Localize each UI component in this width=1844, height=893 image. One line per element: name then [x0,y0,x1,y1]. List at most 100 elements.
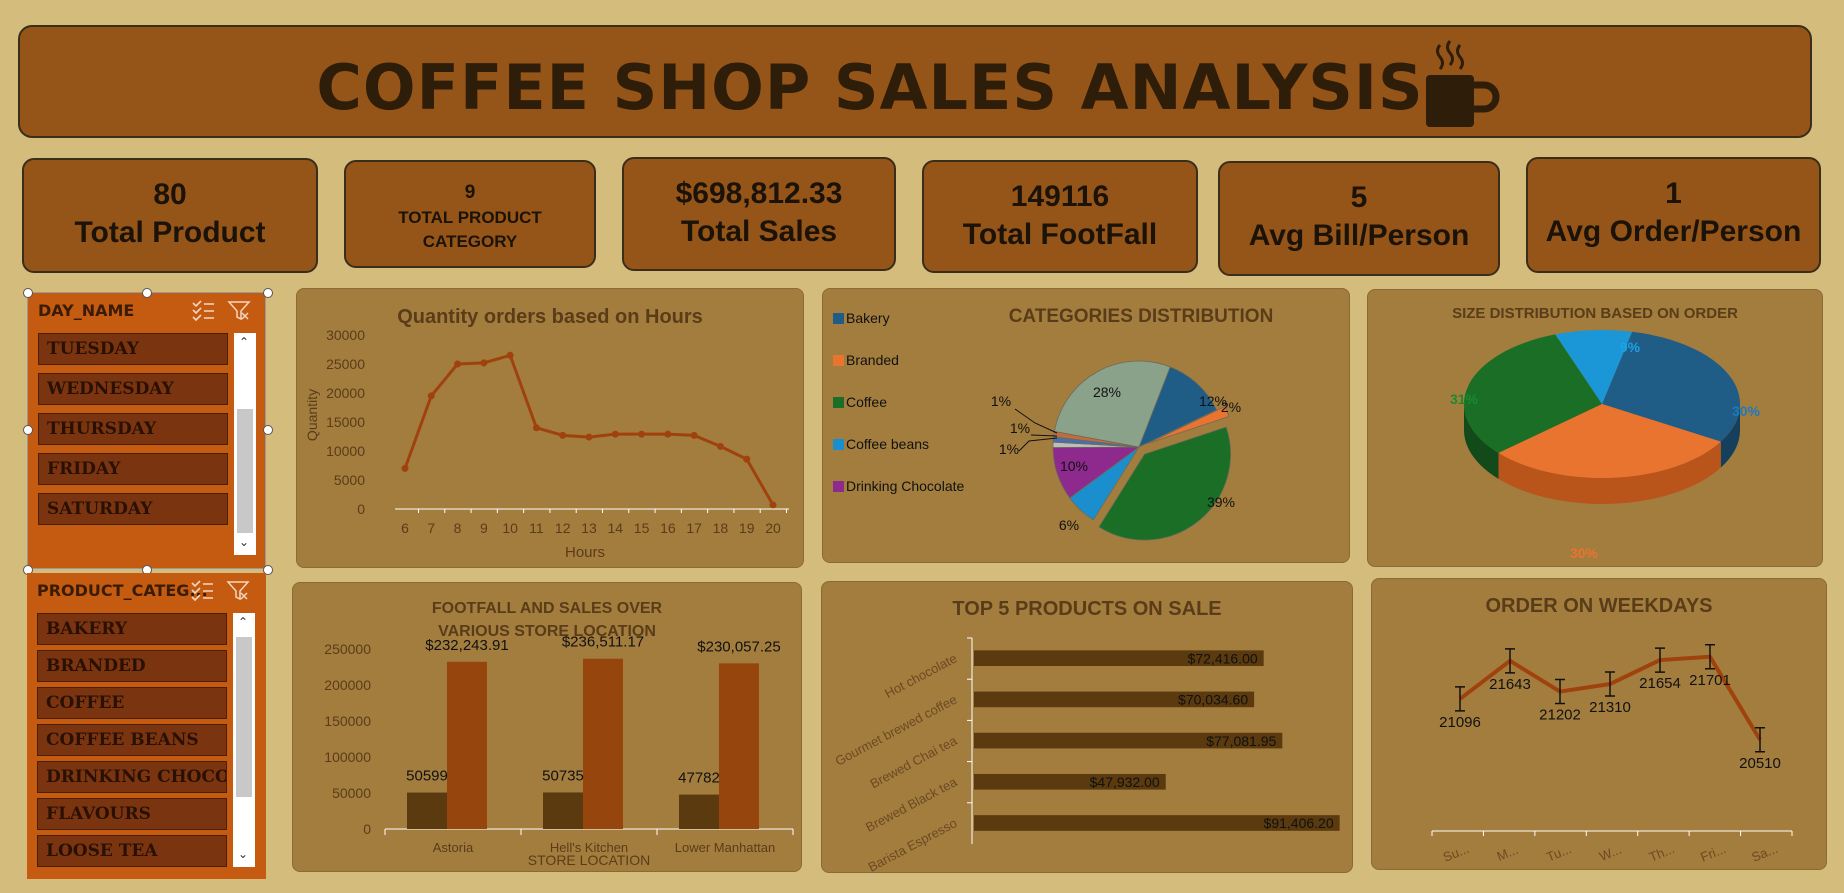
y-tick-label: 30000 [326,327,365,343]
slice-label: 9% [1620,339,1641,355]
product-bar [974,691,1255,708]
slicer-item-branded[interactable]: BRANDED [37,650,227,682]
scroll-up-icon[interactable]: ⌃ [239,335,250,349]
slice-label: 30% [1570,545,1599,561]
sales-data-label: $232,243.91 [425,637,508,654]
pie-side [1464,404,1499,479]
slicer-item-drinking-chocolate[interactable]: DRINKING CHOCO... [37,761,227,793]
day-name-slicer[interactable]: DAY_NAME TUESDAY WEDNESDAY THURSDAY FRID… [27,292,266,569]
scroll-thumb[interactable] [236,637,252,797]
kpi-avg-order: 1 Avg Order/Person [1526,157,1821,273]
resize-handle[interactable] [263,565,273,575]
pie-slice [1098,426,1231,541]
resize-handle[interactable] [142,288,152,298]
size-chart-panel: SIZE DISTRIBUTION BASED ON ORDER 30% 30% 3… [1367,289,1823,567]
data-point [716,442,724,450]
slicer-item-coffee-beans[interactable]: COFFEE BEANS [37,724,227,756]
slicer-item-thursday[interactable]: THURSDAY [38,413,228,445]
slicer-item-saturday[interactable]: SATURDAY [38,493,228,525]
clear-filter-icon[interactable] [227,299,251,321]
data-label: 21310 [1589,699,1631,716]
kpi-label: Avg Order/Person [1545,215,1802,248]
size-pie-chart: 30% 30% 31% 9% [1450,330,1761,561]
resize-handle[interactable] [263,288,273,298]
slicer-scrollbar[interactable]: ⌃ ⌄ [233,613,255,867]
sales-bar [719,663,759,829]
coffee-cup-icon [1426,40,1500,127]
kpi-total-category: 9 TOTAL PRODUCT CATEGORY [344,160,596,268]
slicer-item-friday[interactable]: FRIDAY [38,453,228,485]
chart-title: Quantity orders based on Hours [397,306,703,328]
footfall-bar [679,794,719,829]
slicer-item-coffee[interactable]: COFFEE [37,687,227,719]
pie-slice [1498,404,1721,478]
data-point [611,430,619,438]
slicer-item-bakery[interactable]: BAKERY [37,613,227,645]
multi-select-icon[interactable] [190,579,214,601]
sales-data-label: $236,511.17 [562,634,644,651]
scroll-thumb[interactable] [237,409,253,533]
x-tick-label: 13 [581,520,597,536]
multi-select-icon[interactable] [191,299,215,321]
slice-label: 30% [1732,403,1761,419]
legend-swatch [833,313,844,324]
kpi-label: Avg Bill/Person [1248,219,1470,252]
scroll-down-icon[interactable]: ⌄ [239,535,250,549]
pie-slice [1147,406,1230,445]
stores-bar-chart: STORE LOCATION 0 50000 100000 150000 200000 2… [324,634,794,868]
resize-handle[interactable] [263,425,273,435]
pie-slice [1138,366,1218,448]
product-bar [974,815,1340,831]
x-tick-label: 6 [401,520,409,536]
slicer-header: DAY_NAME [38,301,135,320]
data-point [585,433,593,441]
data-point [559,431,567,439]
scroll-up-icon[interactable]: ⌃ [238,615,249,629]
resize-handle[interactable] [23,425,33,435]
x-tick-label: Sa... [1749,841,1779,865]
x-tick-label: Th... [1647,841,1677,865]
data-point [690,431,698,439]
bar-data-label: $72,416.00 [1188,650,1258,666]
slicer-item-flavours[interactable]: FLAVOURS [37,798,227,830]
x-tick-label: Su... [1441,841,1471,865]
x-tick-label: 19 [739,520,755,536]
error-bar [1705,644,1715,670]
data-point [427,392,435,400]
bar-data-label: $77,081.95 [1206,733,1276,749]
product-category-slicer[interactable]: PRODUCT_CATEG... BAKERY BRANDED COFFEE C… [27,573,266,879]
sales-bar [583,658,623,829]
data-label: 20510 [1739,755,1781,772]
chart-title: CATEGORIES DISTRIBUTION [1008,306,1274,327]
y-tick-label: 50000 [332,785,371,801]
slicer-scrollbar[interactable]: ⌃ ⌄ [234,333,256,555]
legend-swatch [833,397,844,408]
data-point [664,430,672,438]
data-point [743,455,751,463]
x-tick-label: 7 [427,520,435,536]
slice-label: 10% [1060,458,1088,474]
error-bar [1505,648,1515,674]
kpi-label: Total Sales [680,215,838,248]
kpi-value: 1 [1665,177,1682,210]
x-axis-title: STORE LOCATION [528,852,650,868]
kpi-avg-bill: 5 Avg Bill/Person [1218,161,1500,276]
slicer-item-tuesday[interactable]: TUESDAY [38,333,228,365]
slicer-header: PRODUCT_CATEG... [37,581,208,600]
x-tick-label: Hell's Kitchen [550,840,628,855]
footfall-bar [407,792,447,829]
clear-filter-icon[interactable] [226,579,250,601]
slice-label: 12% [1199,393,1227,409]
chart-title: FOOTFALL AND SALES OVER VARIOUS STORE LO… [431,600,663,640]
slicer-item-loose-tea[interactable]: LOOSE TEA [37,835,227,867]
y-tick-label: Gourmet brewed coffee [833,692,960,769]
resize-handle[interactable] [23,288,33,298]
scroll-down-icon[interactable]: ⌄ [238,847,249,861]
slice-label: 2% [1221,399,1241,415]
x-tick-label: 9 [480,520,488,536]
data-point [532,424,540,432]
slicer-item-wednesday[interactable]: WEDNESDAY [38,373,228,405]
x-tick-label: Lower Manhattan [675,840,775,855]
slice-label: 1% [1010,420,1030,436]
